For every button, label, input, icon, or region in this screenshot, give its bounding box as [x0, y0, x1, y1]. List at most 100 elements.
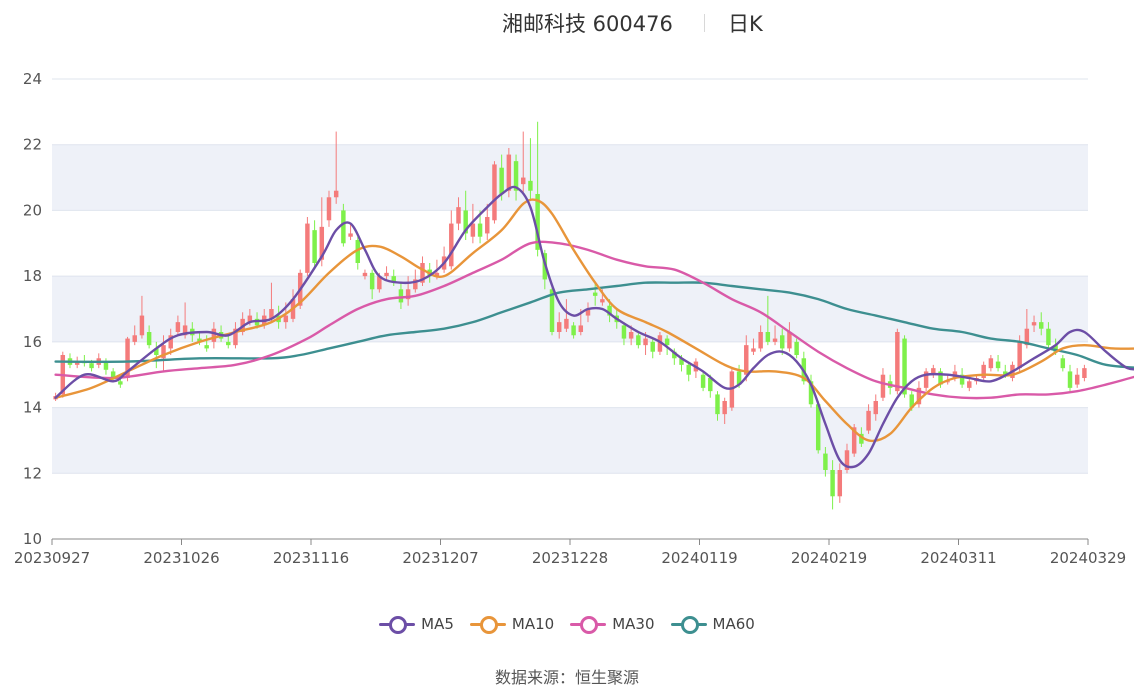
candle-body	[333, 190, 339, 198]
candle-body	[456, 207, 461, 224]
line-ma10	[54, 198, 1134, 443]
candle-body	[470, 223, 476, 237]
candle-body	[535, 194, 540, 250]
title-divider	[704, 14, 705, 32]
candle-body	[1053, 345, 1058, 352]
candle-body	[369, 272, 375, 290]
legend-item-ma30[interactable]: MA30	[570, 612, 655, 636]
x-tick-label: 20231116	[273, 549, 349, 567]
line-ma60	[54, 281, 1134, 369]
candle-body	[549, 289, 555, 332]
grid-band	[52, 276, 1088, 342]
candle-body	[657, 335, 663, 352]
x-tick-label: 20230927	[14, 549, 90, 567]
candle-body	[125, 338, 130, 378]
legend-ma30-marker	[570, 616, 607, 634]
candle-body	[880, 374, 886, 398]
candle-body	[110, 371, 116, 378]
y-tick-label: 16	[23, 333, 42, 351]
candle-body	[168, 335, 173, 349]
candle-body	[844, 450, 850, 470]
candle-body	[556, 322, 562, 332]
candle-body	[175, 322, 181, 332]
candle-body	[823, 453, 828, 470]
candle-body	[1039, 322, 1044, 329]
legend-ma10-marker	[469, 616, 506, 634]
candle-body	[1067, 371, 1073, 388]
candlestick-chart: 10 12 14 16 18 20 22 24 20230927 20231026 20231116…	[14, 70, 1134, 567]
candle-body	[1046, 328, 1051, 346]
candle-body	[715, 394, 720, 415]
candle-body	[1074, 374, 1080, 385]
candle-body	[103, 361, 109, 370]
candle-body	[1024, 328, 1030, 346]
candle-body	[341, 210, 346, 244]
candle-body	[650, 341, 655, 352]
y-tick-label: 22	[23, 136, 42, 154]
candle-body	[269, 309, 274, 319]
candle-body	[146, 332, 152, 346]
legend-item-ma10[interactable]: MA10	[469, 612, 554, 636]
chart-legend: MA5 MA10 MA30 MA60	[0, 612, 1134, 636]
candle-body	[377, 276, 382, 290]
candle-body	[708, 378, 713, 392]
candle-body	[664, 338, 670, 346]
candle-body	[700, 374, 706, 388]
candle-body	[736, 371, 742, 385]
y-tick-label: 24	[23, 70, 42, 88]
y-tick-label: 20	[23, 201, 42, 219]
candle-body	[988, 358, 994, 369]
candle-body	[758, 332, 763, 349]
candle-body	[319, 226, 325, 260]
candle-body	[866, 410, 871, 431]
candle-body	[398, 289, 404, 303]
candle-body	[837, 470, 843, 497]
candle-body	[600, 299, 605, 303]
legend-item-ma5[interactable]: MA5	[379, 612, 454, 636]
candle-body	[154, 348, 159, 355]
candle-body	[434, 272, 440, 277]
x-tick-label: 20240219	[791, 549, 867, 567]
grid-band	[52, 407, 1088, 474]
candle-body	[204, 345, 209, 349]
legend-ma30-label: MA30	[612, 615, 655, 633]
candle-body	[348, 233, 353, 237]
candle-body	[815, 404, 821, 451]
candle-body	[384, 272, 389, 277]
legend-item-ma60[interactable]: MA60	[670, 612, 755, 636]
y-tick-label: 18	[23, 267, 42, 285]
candle-body	[751, 348, 756, 352]
line-ma5	[54, 185, 1134, 469]
x-tick-label: 20231228	[532, 549, 608, 567]
candle-body	[405, 289, 411, 300]
x-tick-label: 20240329	[1050, 549, 1126, 567]
x-tick-label: 20231026	[143, 549, 219, 567]
candle-body	[233, 328, 238, 346]
candle-body	[981, 364, 986, 378]
data-source: 数据来源：恒生聚源	[0, 664, 1134, 688]
candle-body	[686, 364, 691, 375]
candle-body	[628, 332, 634, 339]
candle-body	[945, 381, 950, 383]
candle-body	[1060, 358, 1066, 369]
candle-body	[772, 338, 778, 342]
candle-body	[895, 332, 900, 392]
candle-body	[326, 197, 332, 221]
candle-body	[391, 276, 396, 283]
candle-body	[449, 223, 454, 267]
candle-body	[1017, 341, 1022, 369]
candle-body	[672, 351, 677, 359]
candle-body	[830, 470, 835, 497]
candle-body	[521, 177, 526, 185]
candle-body	[139, 315, 145, 336]
candle-body	[161, 345, 166, 359]
candle-body	[808, 381, 814, 405]
candle-body	[592, 292, 598, 296]
candle-body	[211, 328, 217, 342]
candle-body	[571, 325, 576, 336]
candle-body	[247, 315, 253, 323]
candle-body	[765, 332, 771, 342]
candle-body	[305, 223, 310, 273]
candle-body	[182, 325, 188, 336]
candle-body	[923, 371, 929, 388]
